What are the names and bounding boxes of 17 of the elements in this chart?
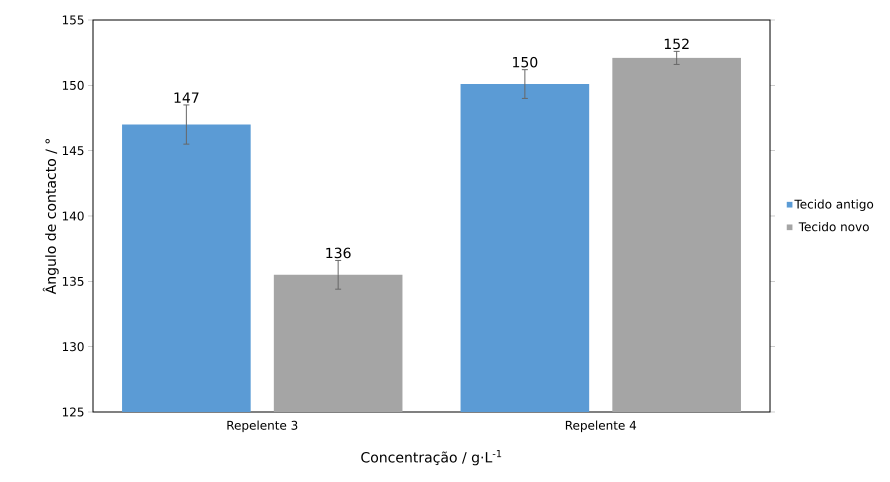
x-tick-label: Repelente 4 — [566, 420, 636, 432]
y-tick-label: 130 — [62, 342, 84, 352]
legend-label: Tecido novo — [798, 222, 869, 232]
y-axis-title: Ângulo de contacto / ° — [42, 139, 59, 294]
legend-label: Tecido antigo — [794, 199, 874, 211]
y-tick-label: 150 — [62, 80, 84, 90]
y-tick-label: 140 — [62, 211, 84, 221]
data-label: 136 — [326, 248, 351, 258]
data-label: 147 — [174, 92, 199, 103]
y-tick-label: 145 — [62, 146, 84, 156]
y-tick-label: 125 — [62, 407, 84, 417]
x-tick-label: Repelente 3 — [227, 420, 298, 432]
data-label: 150 — [513, 56, 538, 68]
data-label: 152 — [664, 38, 689, 50]
x-axis-title: Concentração / g·L$^{-1}$ — [361, 450, 502, 466]
y-tick-label: 155 — [62, 16, 84, 24]
y-tick-label: 135 — [62, 276, 84, 286]
